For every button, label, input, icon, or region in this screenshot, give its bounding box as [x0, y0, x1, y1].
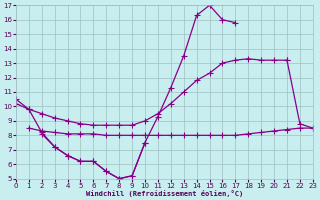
X-axis label: Windchill (Refroidissement éolien,°C): Windchill (Refroidissement éolien,°C) — [86, 190, 243, 197]
